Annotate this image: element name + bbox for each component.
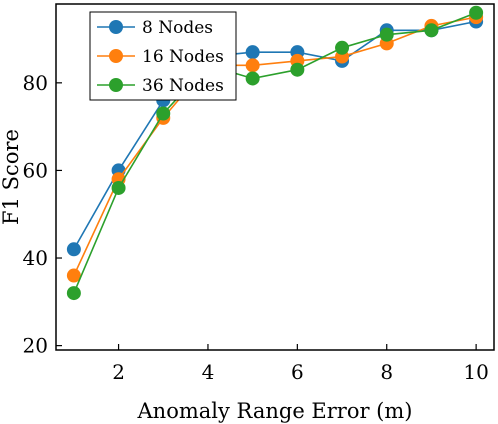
legend-label: 8 Nodes xyxy=(142,18,213,38)
x-tick-label: 10 xyxy=(463,360,488,384)
series-line xyxy=(73,20,477,250)
data-point xyxy=(245,71,260,86)
legend-item: 36 Nodes xyxy=(97,76,224,96)
x-axis-label: Anomaly Range Error (m) xyxy=(137,399,413,423)
y-tick-label: 20 xyxy=(23,334,48,358)
legend-marker xyxy=(109,20,123,34)
data-point xyxy=(335,40,350,55)
data-point xyxy=(156,106,171,121)
legend-item: 16 Nodes xyxy=(97,47,224,67)
x-tick-label: 8 xyxy=(380,360,393,384)
y-axis-label: F1 Score xyxy=(0,129,23,225)
y-tick-label: 80 xyxy=(23,71,48,95)
data-point xyxy=(245,58,260,73)
data-point xyxy=(245,45,260,60)
legend-label: 16 Nodes xyxy=(142,47,224,67)
x-tick-label: 2 xyxy=(112,360,125,384)
legend-marker xyxy=(109,49,123,63)
data-point xyxy=(290,62,305,77)
data-point xyxy=(66,268,81,283)
series-line xyxy=(73,16,477,276)
x-tick-label: 4 xyxy=(202,360,215,384)
y-tick-label: 40 xyxy=(23,246,48,270)
data-point xyxy=(111,180,126,195)
legend-label: 36 Nodes xyxy=(142,76,224,96)
data-point xyxy=(66,242,81,257)
data-point xyxy=(66,286,81,301)
legend-item: 8 Nodes xyxy=(97,18,213,38)
x-tick-label: 6 xyxy=(291,360,304,384)
legend: 8 Nodes 16 Nodes 36 Nodes xyxy=(89,11,237,101)
legend-marker xyxy=(109,78,123,92)
data-point xyxy=(469,5,484,20)
axis-ticks: 2 4 6 8 10 20 40 60 80 xyxy=(23,71,489,384)
plot-frame xyxy=(55,3,495,351)
series-line xyxy=(73,12,477,294)
data-point xyxy=(379,27,394,42)
y-tick-label: 60 xyxy=(23,158,48,182)
data-point xyxy=(424,23,439,38)
